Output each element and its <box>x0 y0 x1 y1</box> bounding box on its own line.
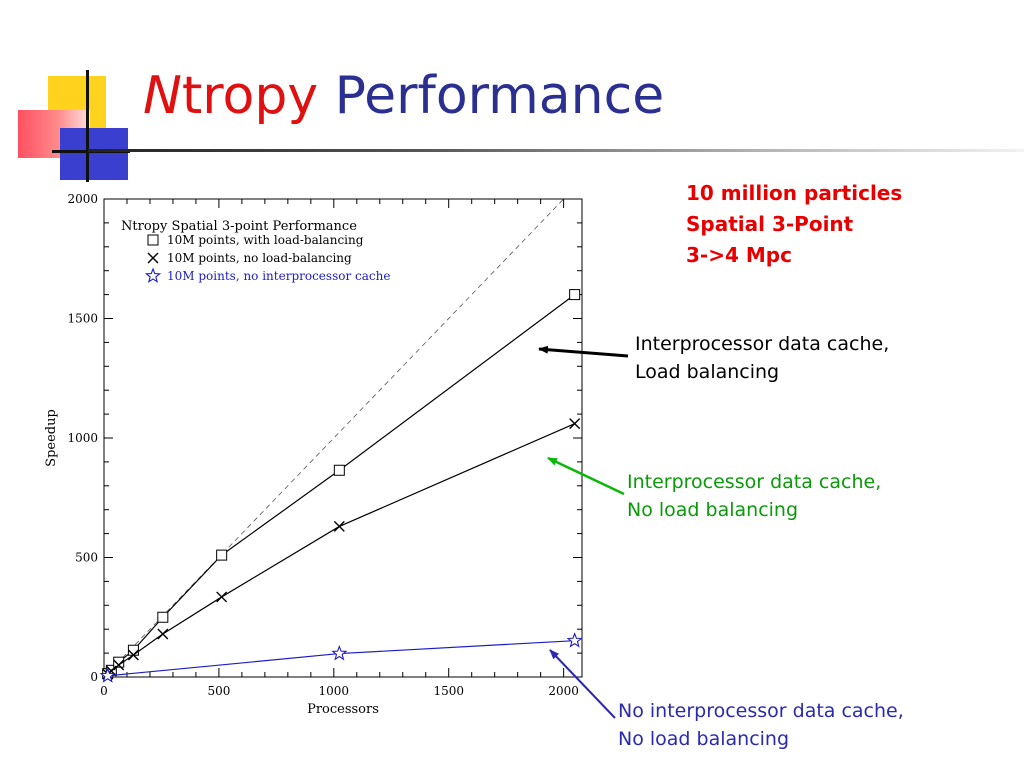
data-point <box>99 667 116 683</box>
data-point <box>127 644 139 656</box>
annotation-cache-load-balancing: Interprocessor data cache, Load balancin… <box>635 330 889 386</box>
x-tick-label: 0 <box>100 684 108 698</box>
series-layer <box>99 289 583 683</box>
arrow-load-balancing <box>538 345 629 358</box>
simulation-note: 10 million particles Spatial 3-Point 3->… <box>686 178 902 271</box>
title-decoration-vertical-line <box>86 70 89 182</box>
legend-label: 10M points, no load-balancing <box>167 251 352 265</box>
note-line: 10 million particles <box>686 181 903 205</box>
data-point <box>127 649 139 661</box>
data-point <box>566 632 583 648</box>
legend-label: 10M points, with load-balancing <box>167 233 364 247</box>
axis-ticks <box>103 198 582 678</box>
series-line <box>107 294 576 675</box>
data-point <box>216 591 228 603</box>
note-line: 3->4 Mpc <box>686 243 792 267</box>
slide-title: Ntropy Performance <box>143 64 664 128</box>
title-tropy: tropy <box>181 66 319 126</box>
y-axis-label: Speedup <box>44 409 59 467</box>
y-tick-label: 1500 <box>67 312 98 326</box>
y-tick-label: 2000 <box>67 192 98 206</box>
arrow-no-cache <box>549 649 616 719</box>
data-point <box>216 549 228 561</box>
legend-marker <box>144 267 162 283</box>
annotation-line: No load balancing <box>627 499 799 521</box>
data-point <box>333 520 345 532</box>
data-point <box>569 289 581 301</box>
annotation-cache-no-load-balancing: Interprocessor data cache, No load balan… <box>627 468 881 524</box>
annotation-line: No load balancing <box>618 728 790 750</box>
annotation-line: Interprocessor data cache, <box>627 471 882 493</box>
title-performance: Performance <box>334 66 665 126</box>
series-star <box>99 632 583 683</box>
chart-title: Ntropy Spatial 3-point Performance <box>121 219 357 234</box>
data-point <box>569 418 581 430</box>
series-square <box>102 289 581 680</box>
data-point <box>331 645 348 661</box>
y-tick-label: 0 <box>90 670 98 684</box>
annotation-no-cache-no-load-balancing: No interprocessor data cache, No load ba… <box>618 697 904 753</box>
x-tick-label: 1500 <box>433 684 464 698</box>
x-tick-label: 500 <box>207 684 230 698</box>
arrow-no-load-balancing <box>547 456 625 496</box>
legend-marker <box>147 252 159 264</box>
legend-label: 10M points, no interprocessor cache <box>167 269 390 283</box>
y-tick-label: 1000 <box>67 431 98 445</box>
annotation-line: Interprocessor data cache, <box>635 333 890 355</box>
y-tick-label: 500 <box>75 551 98 565</box>
series-line <box>107 423 575 675</box>
data-point <box>157 611 169 623</box>
series-x <box>102 418 581 680</box>
title-italic-n: N <box>143 66 182 126</box>
axis-tick-labels: 0 500 1000 1500 2000 0 500 1000 1500 2000 <box>67 192 578 698</box>
annotation-line: Load balancing <box>635 361 780 383</box>
data-point <box>333 464 345 476</box>
data-point <box>113 659 125 671</box>
title-decoration-blue-square <box>60 128 128 180</box>
x-tick-label: 2000 <box>548 684 579 698</box>
ideal-speedup-line <box>103 198 564 678</box>
data-point <box>157 628 169 640</box>
chart-legend: 10M points, with load-balancing 10M point… <box>144 233 390 283</box>
x-tick-label: 1000 <box>319 684 350 698</box>
x-axis-label: Processors <box>307 702 379 717</box>
note-line: Spatial 3-Point <box>686 212 854 236</box>
legend-marker <box>147 234 159 246</box>
title-underline <box>88 149 1024 152</box>
annotation-line: No interprocessor data cache, <box>618 700 904 722</box>
